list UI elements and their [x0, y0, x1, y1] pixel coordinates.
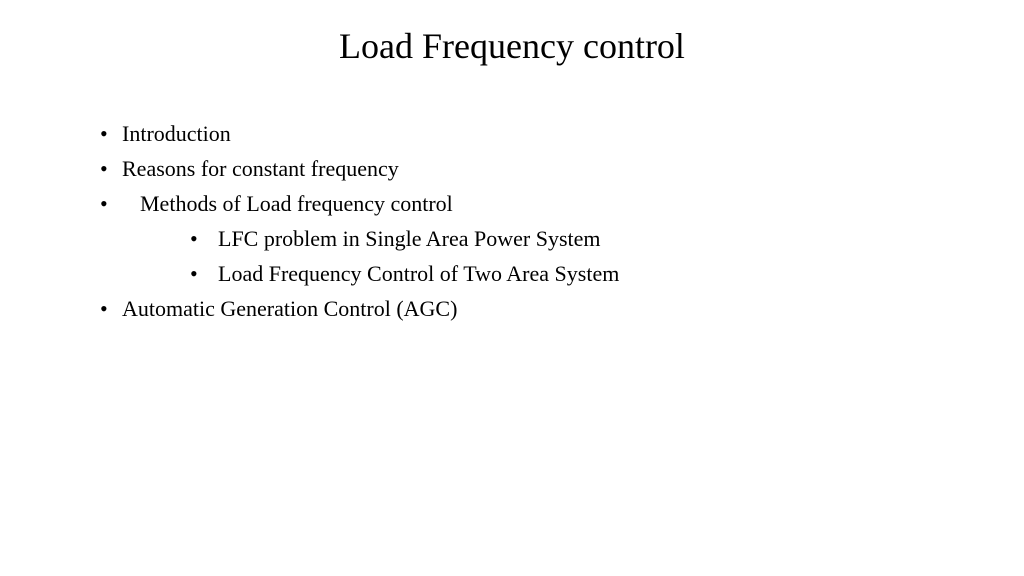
bullet-item: Automatic Generation Control (AGC) [100, 292, 924, 325]
slide-title: Load Frequency control [100, 25, 924, 67]
sub-bullet-item: LFC problem in Single Area Power System [190, 222, 924, 255]
bullet-text: Methods of Load frequency control [132, 191, 453, 216]
main-bullet-list: Introduction Reasons for constant freque… [100, 117, 924, 325]
bullet-text: Automatic Generation Control (AGC) [122, 296, 457, 321]
bullet-text: Introduction [122, 121, 231, 146]
sub-bullet-list: LFC problem in Single Area Power System … [190, 222, 924, 290]
bullet-item: Introduction [100, 117, 924, 150]
bullet-item: Methods of Load frequency control LFC pr… [100, 187, 924, 290]
sub-bullet-text: Load Frequency Control of Two Area Syste… [218, 261, 619, 286]
bullet-text: Reasons for constant frequency [122, 156, 399, 181]
bullet-item: Reasons for constant frequency [100, 152, 924, 185]
sub-bullet-text: LFC problem in Single Area Power System [218, 226, 601, 251]
sub-bullet-item: Load Frequency Control of Two Area Syste… [190, 257, 924, 290]
